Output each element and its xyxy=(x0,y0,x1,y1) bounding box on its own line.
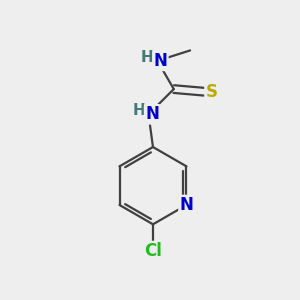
Text: N: N xyxy=(154,52,167,70)
Text: S: S xyxy=(206,83,218,101)
Text: Cl: Cl xyxy=(144,242,162,260)
Text: H: H xyxy=(141,50,153,65)
Text: H: H xyxy=(133,103,146,118)
Text: N: N xyxy=(179,196,194,214)
Text: N: N xyxy=(145,105,159,123)
